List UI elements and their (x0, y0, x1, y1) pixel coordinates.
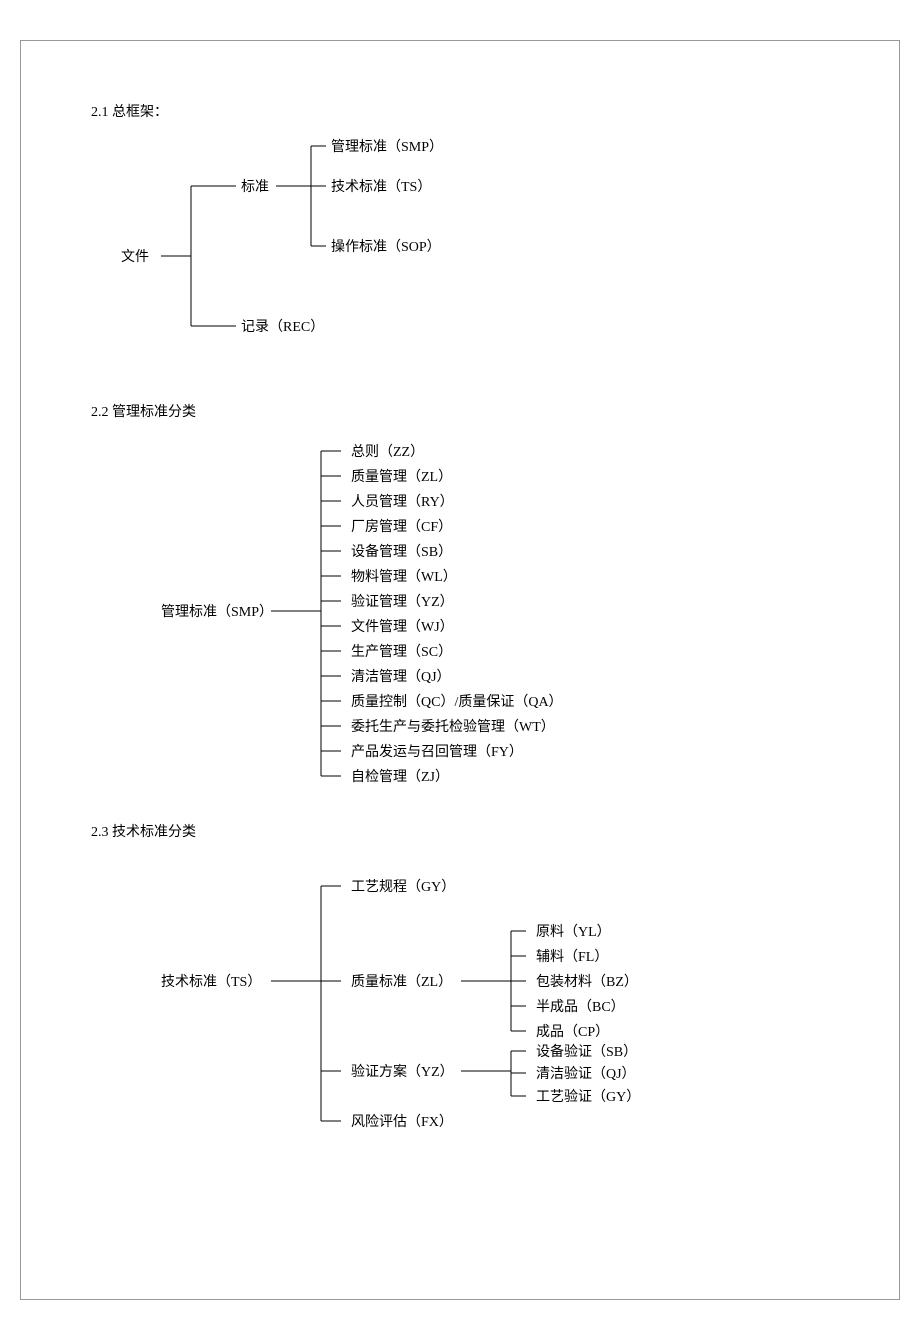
branch-label: 风险评估（FX） (351, 1114, 453, 1130)
tree-root: 文件 (121, 249, 149, 265)
leaf-label: 产品发运与召回管理（FY） (351, 744, 523, 760)
tree-1-svg: 文件 标准 管理标准（SMP） 技术标准（TS） 操作标准（SOP） (61, 131, 861, 371)
section-3-title: 2.3 技术标准分类 (91, 821, 859, 841)
leaf-label: 厂房管理（CF） (351, 519, 452, 535)
leaf-label: 成品（CP） (536, 1024, 609, 1040)
leaf-label: 设备管理（SB） (351, 543, 452, 560)
leaf-label: 生产管理（SC） (351, 644, 452, 660)
leaf-label: 委托生产与委托检验管理（WT） (351, 719, 555, 735)
branch-label: 质量标准（ZL） (351, 974, 452, 990)
tree-2-svg: 管理标准（SMP） 总则（ZZ） 质量管理（ZL） 人员管理（RY） 厂 (61, 431, 861, 791)
leaf-label: 包装材料（BZ） (536, 974, 638, 990)
leaf-label: 操作标准（SOP） (331, 239, 441, 255)
section-1-title: 2.1 总框架： (91, 101, 859, 121)
leaf-label: 技术标准（TS） (331, 179, 431, 195)
tree-3-svg: 技术标准（TS） 工艺规程（GY） 质量标准（ZL） 原料（YL） 辅料（FL） (61, 851, 861, 1141)
leaf-label: 质量管理（ZL） (351, 469, 452, 485)
leaf-label: 质量控制（QC）/质量保证（QA） (351, 694, 563, 710)
branch-label: 标准 (241, 179, 269, 195)
page-container: 2.1 总框架： 文件 标准 管理标准（SMP） 技术标准（TS） (20, 40, 900, 1300)
leaf-label: 原料（YL） (536, 924, 611, 940)
leaf-label: 工艺验证（GY） (536, 1089, 640, 1105)
tree-root: 管理标准（SMP） (161, 604, 273, 620)
leaf-label: 自检管理（ZJ） (351, 769, 449, 785)
leaf-label: 总则（ZZ） (351, 444, 424, 460)
section-2-title: 2.2 管理标准分类 (91, 401, 859, 421)
leaf-label: 文件管理（WJ） (351, 619, 454, 635)
diagram-3: 技术标准（TS） 工艺规程（GY） 质量标准（ZL） 原料（YL） 辅料（FL） (61, 851, 859, 1141)
leaf-label: 验证管理（YZ） (351, 594, 454, 610)
diagram-1: 文件 标准 管理标准（SMP） 技术标准（TS） 操作标准（SOP） (61, 131, 859, 371)
branch-label: 验证方案（YZ） (351, 1063, 454, 1080)
leaf-label: 辅料（FL） (536, 949, 608, 965)
leaf-label: 清洁验证（QJ） (536, 1066, 636, 1082)
branch-label: 记录（REC） (241, 319, 324, 335)
leaf-label: 物料管理（WL） (351, 569, 457, 585)
diagram-2: 管理标准（SMP） 总则（ZZ） 质量管理（ZL） 人员管理（RY） 厂 (61, 431, 859, 791)
leaf-label: 半成品（BC） (536, 999, 625, 1015)
tree-root: 技术标准（TS） (161, 974, 261, 990)
leaf-label: 清洁管理（QJ） (351, 669, 451, 685)
leaf-label: 人员管理（RY） (351, 494, 454, 510)
leaf-label: 管理标准（SMP） (331, 139, 443, 155)
branch-label: 工艺规程（GY） (351, 879, 455, 895)
leaf-label: 设备验证（SB） (536, 1043, 637, 1060)
